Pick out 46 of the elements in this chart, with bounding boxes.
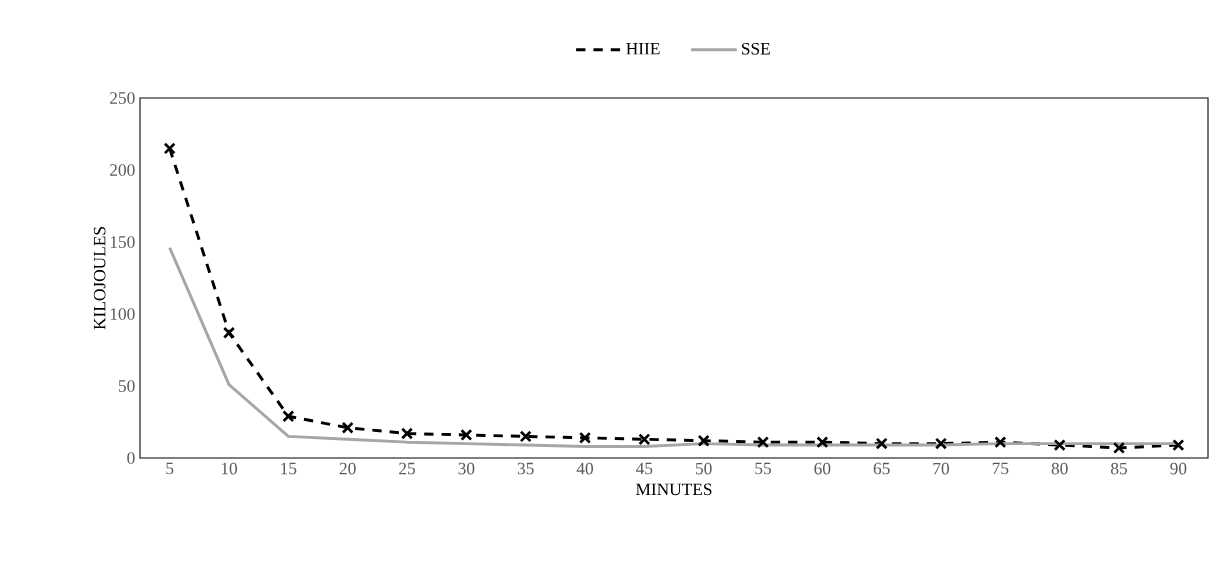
point xyxy=(578,431,592,444)
point xyxy=(816,436,829,449)
x-tick-label: 20 xyxy=(339,462,356,475)
x-tick-label: 15 xyxy=(281,462,297,475)
x-tick-label: 5 xyxy=(166,462,174,475)
legend-label: HIIE xyxy=(626,42,660,55)
point xyxy=(460,428,473,442)
y-tick-label: 0 xyxy=(127,452,135,464)
x-axis-title: MINUTES xyxy=(635,483,712,496)
x-tick-label: 35 xyxy=(517,462,534,475)
x-tick-label: 75 xyxy=(992,462,1009,475)
y-axis-title: KILOJOULES xyxy=(93,227,106,330)
point xyxy=(934,437,948,450)
y-tick-label: 100 xyxy=(110,308,135,320)
point xyxy=(994,436,1007,449)
x-tick-label: 40 xyxy=(576,462,594,475)
x-tick-label: 65 xyxy=(873,462,890,475)
point xyxy=(1053,438,1066,452)
x-tick-label: 45 xyxy=(636,462,653,475)
legend-label: SSE xyxy=(742,42,770,55)
x-tick-label: 70 xyxy=(933,462,950,475)
x-tick-label: 85 xyxy=(1111,462,1127,475)
point xyxy=(756,436,770,449)
x-tick-label: 10 xyxy=(221,462,238,475)
y-tick-label: 200 xyxy=(110,164,135,176)
point xyxy=(163,142,176,155)
x-tick-label: 90 xyxy=(1170,462,1187,475)
point xyxy=(400,427,414,440)
y-tick-label: 250 xyxy=(110,92,135,104)
point xyxy=(638,433,651,446)
x-tick-label: 50 xyxy=(696,462,712,475)
x-tick-label: 25 xyxy=(399,462,415,475)
x-tick-label: 80 xyxy=(1051,462,1068,475)
point xyxy=(282,410,295,423)
point xyxy=(341,421,354,434)
point xyxy=(519,430,532,443)
point xyxy=(1112,441,1126,454)
x-tick-label: 55 xyxy=(755,462,771,475)
point xyxy=(222,326,236,339)
point xyxy=(697,434,710,447)
y-tick-label: 150 xyxy=(110,236,135,248)
x-tick-label: 60 xyxy=(814,462,831,475)
point xyxy=(875,437,888,450)
x-tick-label: 30 xyxy=(458,462,475,475)
y-tick-label: 50 xyxy=(118,380,135,392)
point xyxy=(1172,438,1185,452)
